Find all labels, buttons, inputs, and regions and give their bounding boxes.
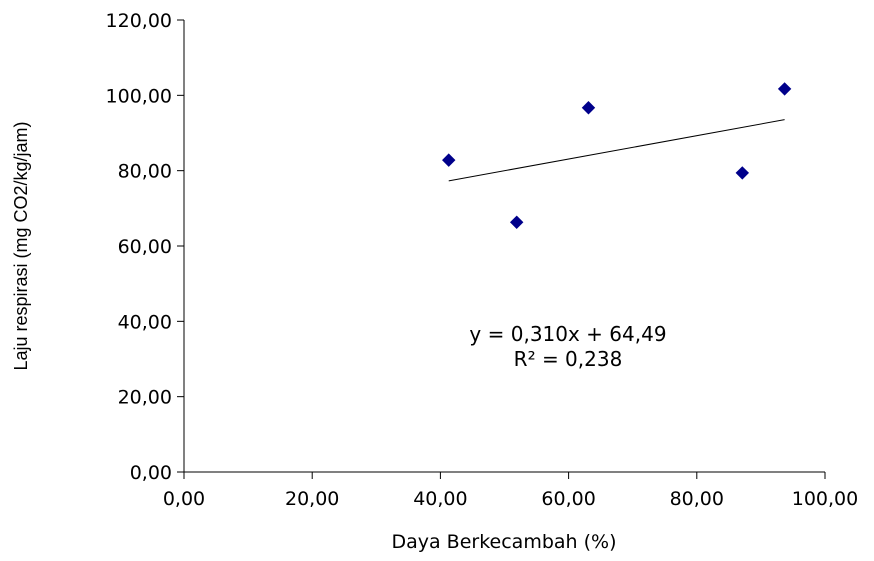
data-point-marker: [735, 166, 750, 180]
data-point-marker: [777, 82, 792, 96]
trendline-equation: y = 0,310x + 64,49: [469, 322, 666, 346]
y-tick-label: 40,00: [118, 311, 172, 333]
y-tick-label: 100,00: [106, 85, 172, 107]
y-tick-label: 120,00: [106, 10, 172, 32]
x-tick-label: 80,00: [670, 488, 724, 510]
axes: [183, 20, 825, 473]
data-points: [442, 82, 792, 229]
x-tick-label: 0,00: [163, 488, 205, 510]
x-ticks: 0,00 20,00 40,00 60,00 80,00 100,00: [163, 472, 858, 510]
x-tick-label: 100,00: [792, 488, 858, 510]
y-ticks: 0,00 20,00 40,00 60,00 80,00 100,00 120,00: [106, 10, 184, 484]
x-axis-title: Daya Berkecambah (%): [391, 531, 616, 553]
x-tick-label: 40,00: [413, 488, 467, 510]
data-point-marker: [442, 153, 456, 167]
r-squared-label: R² = 0,238: [514, 347, 623, 371]
data-point-marker: [581, 101, 596, 115]
y-axis-title: Laju respirasi (mg CO2/kg/jam): [11, 121, 31, 370]
data-point-marker: [509, 215, 524, 229]
y-tick-label: 0,00: [130, 462, 172, 484]
trendline: [448, 119, 785, 182]
y-tick-label: 80,00: [118, 161, 172, 183]
x-tick-label: 20,00: [285, 488, 339, 510]
y-tick-label: 60,00: [118, 236, 172, 258]
x-tick-label: 60,00: [541, 488, 595, 510]
y-tick-label: 20,00: [118, 387, 172, 409]
trendline-group: [448, 119, 785, 182]
